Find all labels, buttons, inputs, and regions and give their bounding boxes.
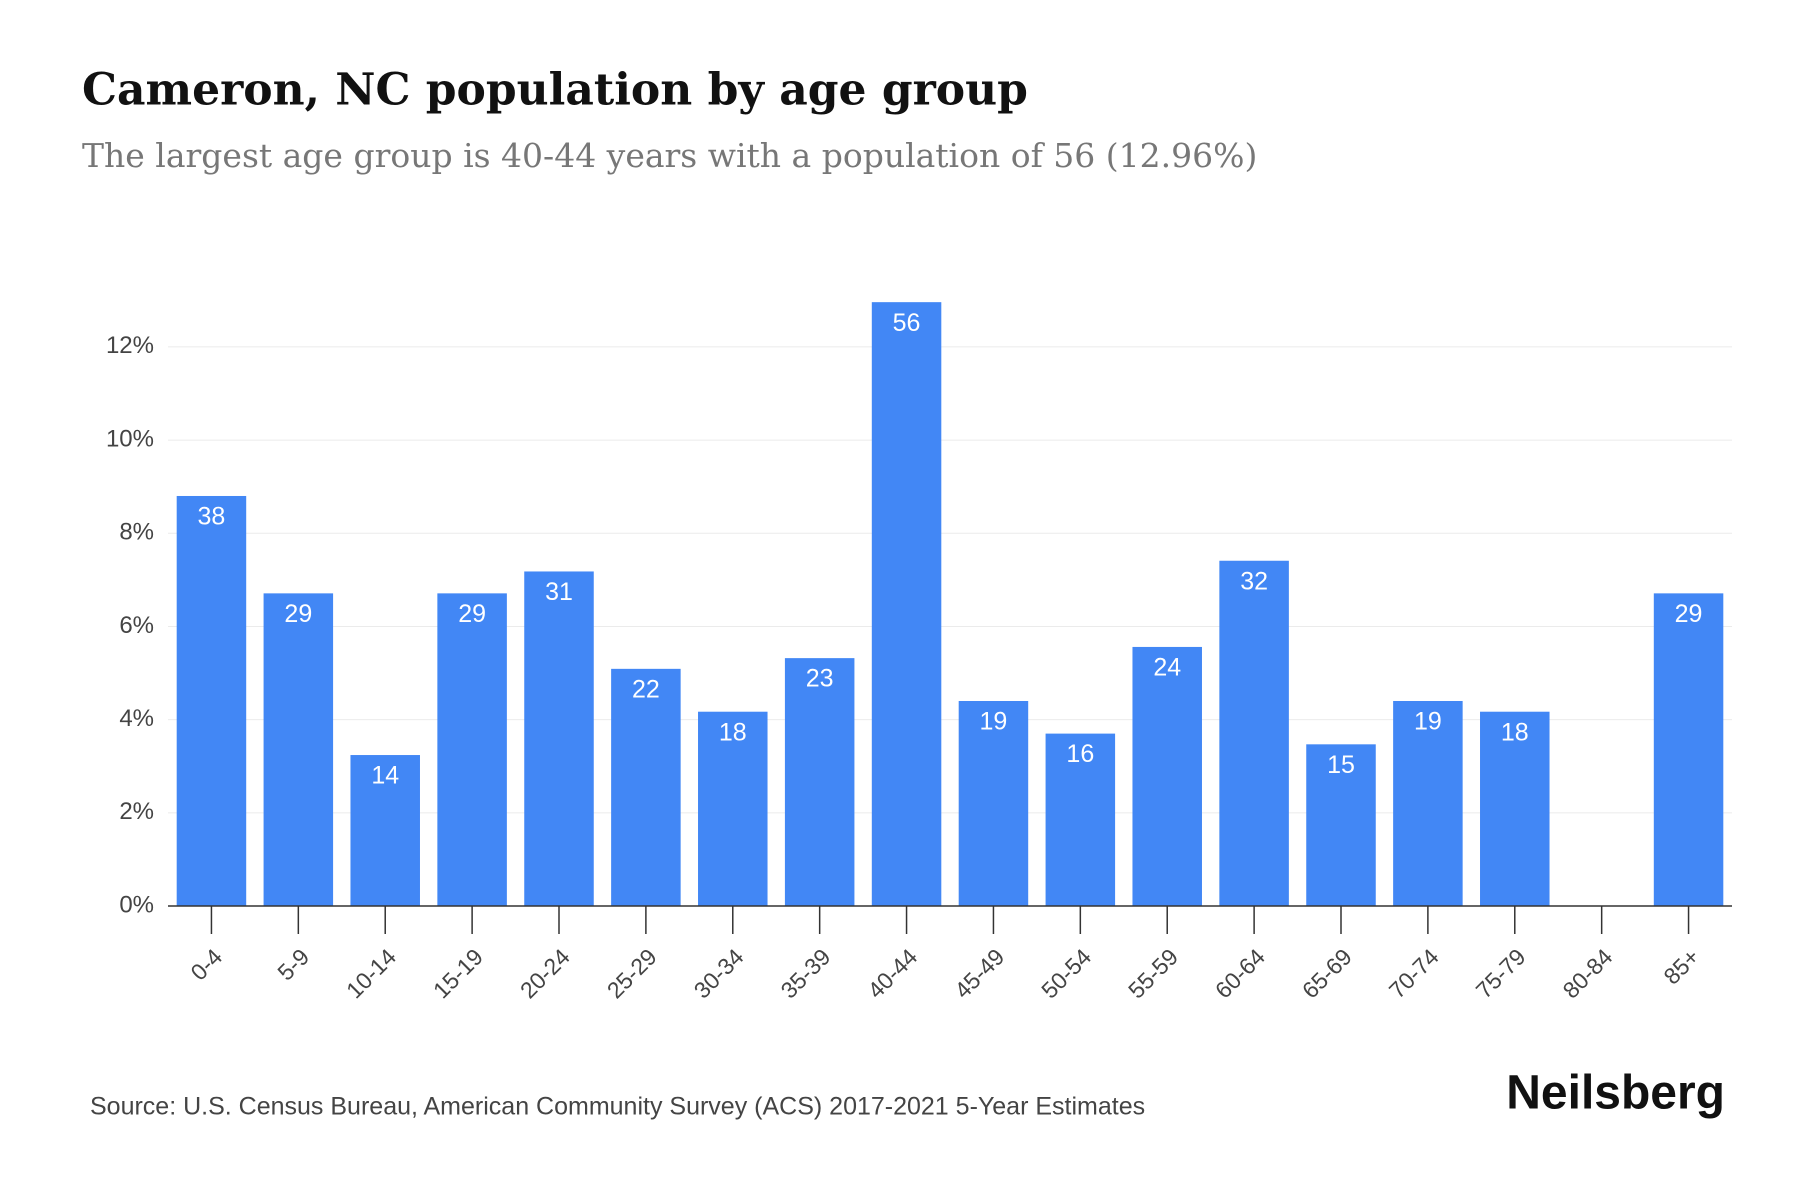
bar [437,593,507,906]
data-label: 14 [371,762,399,790]
bar [958,700,1029,906]
bar [611,668,681,906]
data-label: 19 [1414,708,1442,736]
chart-title: Cameron, NC population by age group [82,65,1028,116]
bar [263,593,334,906]
bar [524,571,594,906]
bar [871,302,942,906]
data-label: 29 [1675,600,1703,628]
y-tick-label: 12% [106,332,154,359]
bar [1045,733,1116,906]
source-note: Source: U.S. Census Bureau, American Com… [90,1093,1145,1121]
data-label: 23 [806,665,834,693]
bar [1480,711,1550,906]
y-tick-label: 2% [119,798,154,825]
data-label: 31 [545,578,573,606]
y-tick-label: 6% [119,612,154,639]
data-label: 56 [893,309,921,337]
bar [1219,560,1289,906]
data-label: 22 [632,675,660,703]
bar [698,711,768,906]
bar [1132,646,1202,906]
y-tick-label: 0% [119,891,154,918]
data-label: 18 [719,718,747,746]
data-label: 19 [980,708,1008,736]
bar [176,495,247,906]
y-tick-label: 4% [119,705,154,732]
data-label: 29 [284,600,312,628]
bar [784,658,855,906]
chart-subtitle: The largest age group is 40-44 years wit… [82,136,1257,175]
data-label: 29 [458,600,486,628]
data-label: 16 [1066,740,1094,768]
brand-logo: Neilsberg [1506,1067,1725,1120]
data-label: 24 [1153,654,1181,682]
data-label: 18 [1501,718,1529,746]
y-tick-label: 8% [119,519,154,546]
bar [1653,593,1724,906]
bar [1393,700,1463,906]
data-label: 32 [1240,567,1268,595]
data-label: 38 [198,503,226,531]
bar [350,755,420,906]
bar [1306,744,1376,906]
data-label: 15 [1327,751,1355,779]
y-tick-label: 10% [106,425,154,452]
